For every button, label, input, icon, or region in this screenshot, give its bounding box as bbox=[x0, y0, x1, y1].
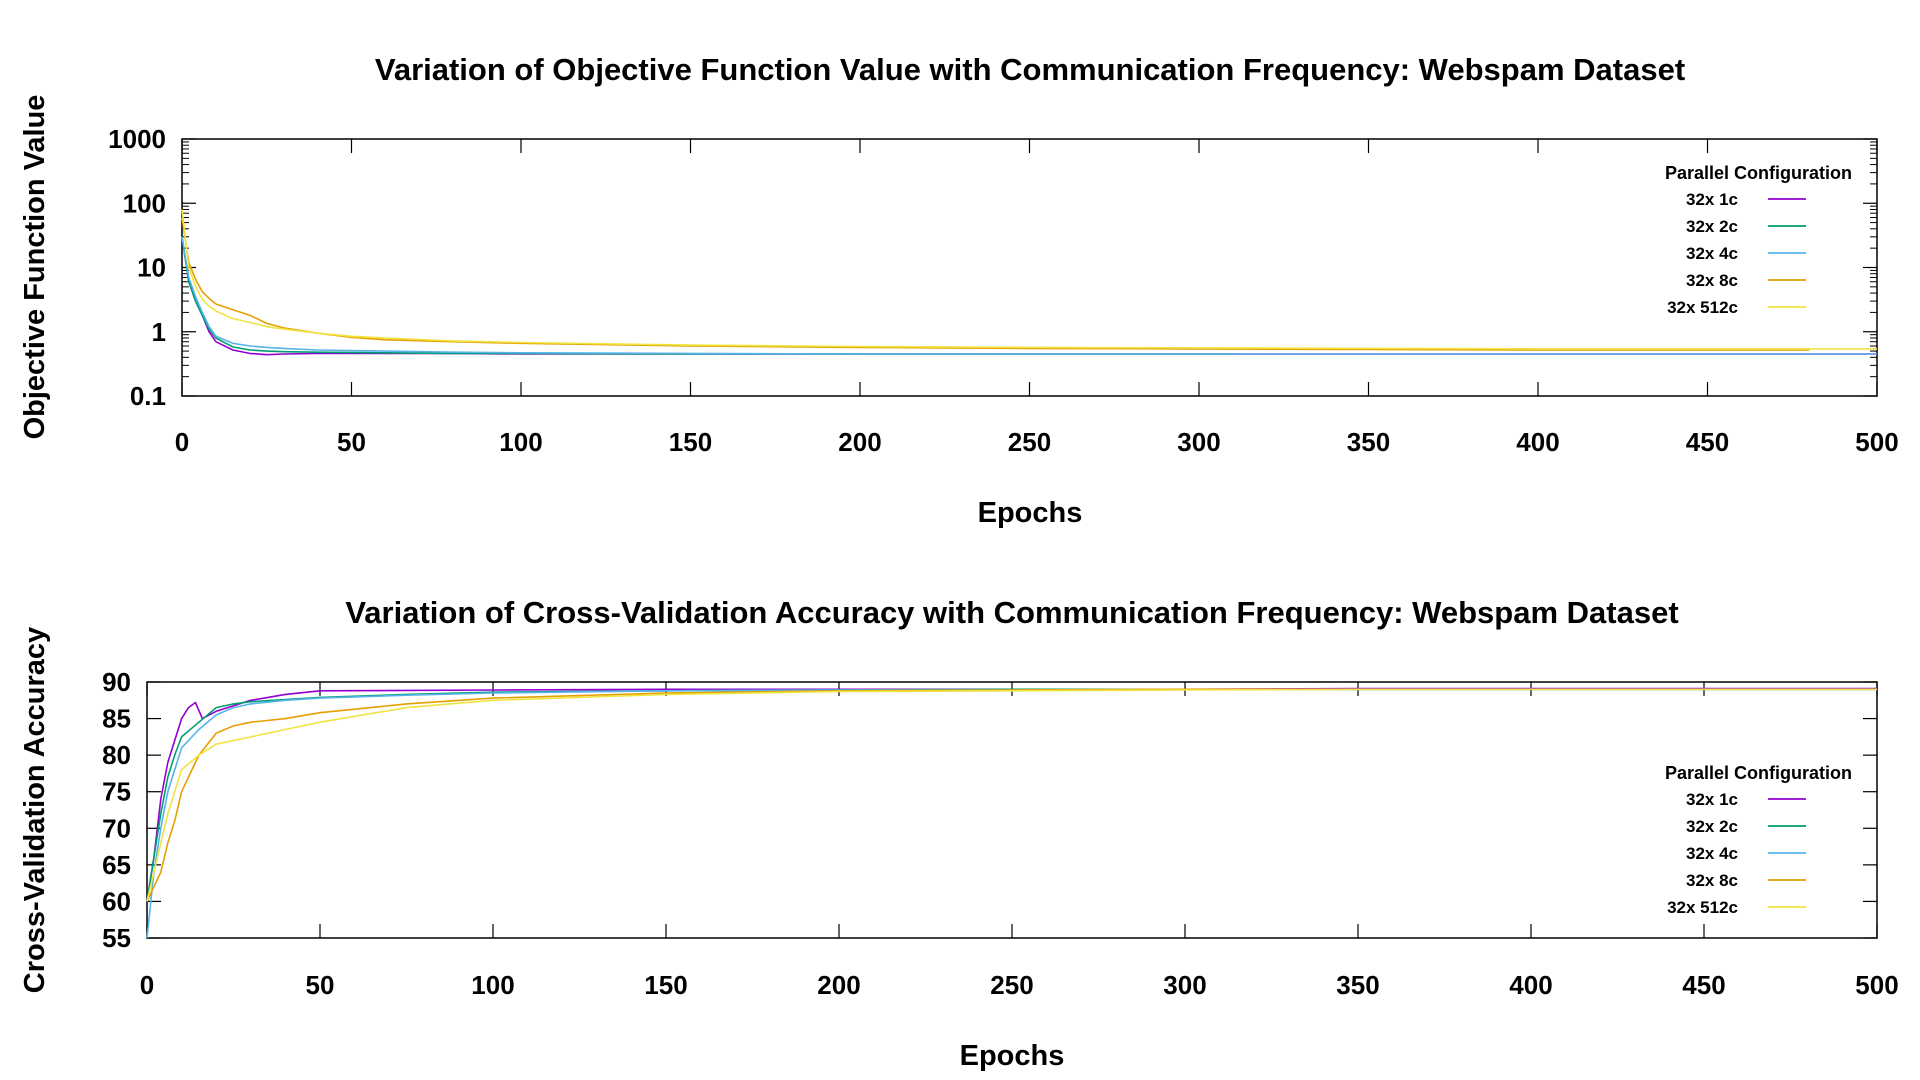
y-axis-label: Objective Function Value bbox=[19, 95, 51, 440]
x-tick-label: 400 bbox=[1516, 427, 1559, 457]
x-axis-label: Epochs bbox=[978, 497, 1083, 529]
y-tick-label: 65 bbox=[102, 850, 131, 880]
y-tick-label: 100 bbox=[123, 188, 166, 218]
y-axis-label: Cross-Validation Accuracy bbox=[19, 627, 51, 993]
x-tick-label: 50 bbox=[337, 427, 366, 457]
x-tick-label: 400 bbox=[1509, 970, 1552, 1000]
legend-label: 32x 1c bbox=[1686, 190, 1738, 209]
x-tick-label: 150 bbox=[669, 427, 712, 457]
series-line-32x-512c bbox=[146, 688, 1877, 902]
x-tick-label: 350 bbox=[1347, 427, 1390, 457]
y-tick-label: 75 bbox=[102, 777, 131, 807]
x-tick-label: 250 bbox=[990, 970, 1033, 1000]
x-tick-label: 300 bbox=[1163, 970, 1206, 1000]
objective-chart: Variation of Objective Function Value wi… bbox=[19, 52, 1899, 529]
legend-label: 32x 512c bbox=[1667, 298, 1738, 317]
chart-title: Variation of Objective Function Value wi… bbox=[375, 52, 1685, 87]
x-tick-label: 50 bbox=[306, 970, 335, 1000]
series-line-32x-4c bbox=[181, 236, 1877, 355]
y-tick-label: 90 bbox=[102, 667, 131, 697]
y-tick-label: 85 bbox=[102, 704, 131, 734]
x-tick-label: 0 bbox=[175, 427, 189, 457]
accuracy-chart: Variation of Cross-Validation Accuracy w… bbox=[19, 595, 1899, 1072]
x-tick-label: 100 bbox=[471, 970, 514, 1000]
legend: Parallel Configuration 32x 1c 32x 2c 32x 4… bbox=[1665, 163, 1852, 317]
chart-title: Variation of Cross-Validation Accuracy w… bbox=[345, 595, 1678, 630]
plot-frame bbox=[146, 681, 1878, 939]
x-tick-label: 200 bbox=[817, 970, 860, 1000]
series-line-32x-1c bbox=[146, 687, 1877, 902]
plot-area: 0 50 100 150 200 250 300 350 400 450 500 55 60 65 70 75… bbox=[102, 667, 1899, 1000]
y-tick-label: 55 bbox=[102, 923, 131, 953]
series-line-32x-1c bbox=[181, 236, 1877, 356]
legend-label: 32x 4c bbox=[1686, 844, 1738, 863]
series-lines bbox=[146, 687, 1877, 939]
legend-title: Parallel Configuration bbox=[1665, 763, 1852, 783]
y-tick-label: 1000 bbox=[108, 124, 166, 154]
x-tick-label: 100 bbox=[499, 427, 542, 457]
legend-label: 32x 512c bbox=[1667, 898, 1738, 917]
y-tick-label: 1 bbox=[152, 317, 166, 347]
legend-label: 32x 8c bbox=[1686, 871, 1738, 890]
x-tick-label: 200 bbox=[838, 427, 881, 457]
series-line-32x-8c bbox=[181, 217, 1810, 351]
x-tick-label: 450 bbox=[1686, 427, 1729, 457]
legend-label: 32x 2c bbox=[1686, 817, 1738, 836]
legend-label: 32x 8c bbox=[1686, 271, 1738, 290]
x-tick-label: 500 bbox=[1855, 427, 1898, 457]
legend-label: 32x 2c bbox=[1686, 217, 1738, 236]
y-tick-label: 60 bbox=[102, 886, 131, 916]
x-tick-label: 0 bbox=[140, 970, 154, 1000]
x-tick-label: 250 bbox=[1008, 427, 1051, 457]
x-tick-label: 350 bbox=[1336, 970, 1379, 1000]
x-tick-label: 300 bbox=[1177, 427, 1220, 457]
x-tick-label: 500 bbox=[1855, 970, 1898, 1000]
y-tick-label: 0.1 bbox=[130, 381, 166, 411]
legend: Parallel Configuration 32x 1c 32x 2c 32x 4… bbox=[1665, 763, 1852, 917]
series-line-32x-8c bbox=[146, 688, 1877, 902]
legend-label: 32x 1c bbox=[1686, 790, 1738, 809]
plot-area: 0 50 100 150 200 250 300 350 400 450 500 0.1 1 10 100 1… bbox=[108, 124, 1899, 457]
legend-label: 32x 4c bbox=[1686, 244, 1738, 263]
series-line-32x-4c bbox=[146, 688, 1877, 939]
x-tick-label: 450 bbox=[1682, 970, 1725, 1000]
series-lines bbox=[181, 209, 1877, 356]
y-tick-label: 80 bbox=[102, 740, 131, 770]
y-tick-label: 70 bbox=[102, 813, 131, 843]
x-axis-label: Epochs bbox=[960, 1040, 1065, 1072]
x-tick-label: 150 bbox=[644, 970, 687, 1000]
y-tick-label: 10 bbox=[137, 253, 166, 283]
series-line-32x-512c bbox=[181, 209, 1877, 350]
plot-frame bbox=[181, 138, 1878, 397]
legend-title: Parallel Configuration bbox=[1665, 163, 1852, 183]
series-line-32x-2c bbox=[146, 688, 1877, 902]
